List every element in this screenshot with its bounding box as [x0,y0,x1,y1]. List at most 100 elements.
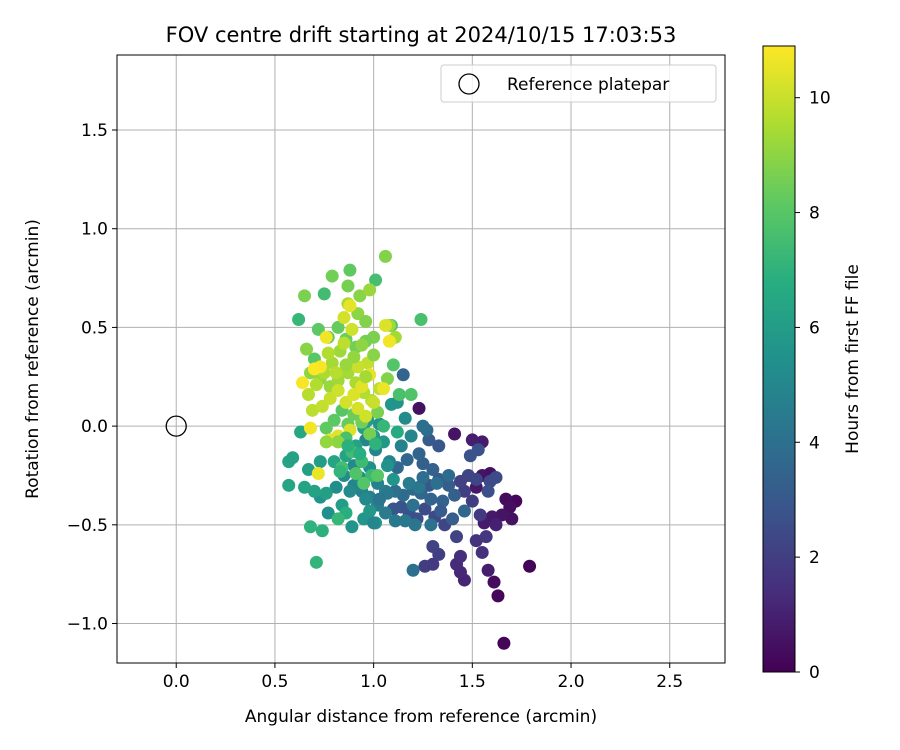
colorbar-gradient [762,45,796,673]
y-tick-label: 0.0 [81,417,108,437]
scatter-point [416,470,430,484]
scatter-point [329,480,343,494]
legend-entry: Reference platepar [507,75,669,95]
scatter-point [416,457,430,471]
scatter-point [355,338,369,352]
scatter-point [367,516,381,530]
scatter-point [325,269,339,283]
scatter-point [321,506,335,520]
scatter-point [337,336,351,350]
scatter-point [376,382,390,396]
scatter-point [497,636,511,650]
x-tick-label: 2.5 [656,672,683,692]
scatter-point [491,589,505,603]
scatter-point [351,360,365,374]
x-tick-label: 1.5 [459,672,486,692]
scatter-point [347,388,361,402]
scatter-point [386,472,400,486]
y-tick-label: 1.0 [81,220,108,240]
scatter-point [347,350,361,364]
scatter-point [503,500,517,514]
colorbar-ticks: 0 2 4 6 8 10 [795,89,831,683]
scatter-point [495,508,509,522]
scatter-point [325,356,339,370]
scatter-point [412,480,426,494]
y-tick-label: −0.5 [67,516,108,536]
scatter-point [317,287,331,301]
colorbar: 0 2 4 6 8 10 Hours from first FF file [762,45,863,683]
x-tick-label: 2.0 [558,672,585,692]
scatter-point [305,403,319,417]
colorbar-label: Hours from first FF file [843,264,863,454]
scatter-point [475,545,489,559]
scatter-point [355,380,369,394]
scatter-point [426,540,440,554]
scatter-point [351,307,365,321]
scatter-point [319,330,333,344]
scatter-point [331,320,345,334]
scatter-point [430,476,444,490]
y-axis-ticks: −1.0 −0.5 0.0 0.5 1.0 1.5 [67,121,117,635]
scatter-point [380,459,394,473]
scatter-point [363,504,377,518]
x-tick-label: 0.5 [261,672,288,692]
y-tick-label: 1.5 [81,121,108,141]
scatter-point [408,518,422,532]
scatter-point [489,518,503,532]
scatter-point [311,322,325,336]
scatter-point [378,318,392,332]
scatter-point [457,484,471,498]
scatter-point [469,472,483,486]
scatter-point [331,384,345,398]
scatter-point [394,439,408,453]
scatter-point [424,518,438,532]
scatter-point [406,498,420,512]
scatter-point [489,470,503,484]
scatter-point [382,334,396,348]
scatter-point [446,512,460,526]
scatter-point [303,520,317,534]
scatter-point [481,563,495,577]
scatter-point [301,463,315,477]
scatter-point [351,401,365,415]
scatter-point [388,514,402,528]
scatter-point [353,447,367,461]
scatter-point [315,524,329,538]
reference-marker [165,415,187,437]
scatter-point [371,405,385,419]
plot-frame [116,54,726,664]
scatter-points [282,249,537,650]
colorbar-tick-label: 2 [809,548,820,568]
colorbar-tick-label: 8 [809,204,820,224]
scatter-point [319,486,333,500]
x-axis-label: Angular distance from reference (arcmin) [245,707,597,727]
scatter-point [473,508,487,522]
scatter-point [307,484,321,498]
scatter-point [442,478,456,492]
colorbar-tick-label: 10 [809,89,831,109]
scatter-point [463,449,477,463]
scatter-point [432,439,446,453]
scatter-point [416,419,430,433]
legend-box [440,64,717,103]
y-tick-label: 0.5 [81,318,108,338]
scatter-point [418,559,432,573]
scatter-point [479,530,493,544]
y-axis-label: Rotation from reference (arcmin) [23,219,43,499]
scatter-point [398,411,412,425]
scatter-point [436,494,450,508]
scatter-point [341,279,355,293]
scatter-point [363,427,377,441]
scatter-point [378,506,392,520]
scatter-point [400,453,414,467]
scatter-point [453,549,467,563]
scatter-point [315,399,329,413]
scatter-point [371,468,385,482]
x-tick-label: 0.0 [163,672,190,692]
scatter-point [327,413,341,427]
scatter-point [386,358,400,372]
scatter-point [481,484,495,498]
scatter-point [339,395,353,409]
scatter-point [300,342,314,356]
scatter-point [378,249,392,263]
